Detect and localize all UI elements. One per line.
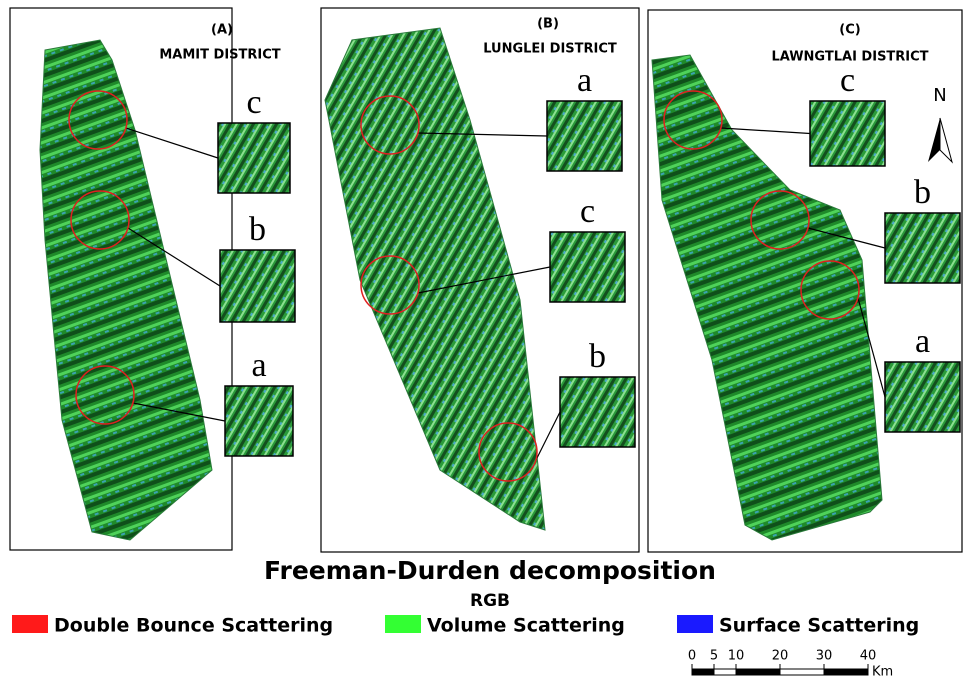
legend: Double Bounce Scattering Volume Scatterin… bbox=[12, 615, 919, 637]
scale-segment bbox=[736, 669, 780, 675]
legend-swatch bbox=[677, 615, 713, 633]
scale-segment bbox=[824, 669, 868, 675]
inset-label: b bbox=[589, 338, 606, 375]
inset-image bbox=[560, 377, 635, 447]
north-label: N bbox=[933, 85, 946, 106]
inset-image bbox=[220, 250, 295, 322]
legend-label: Volume Scattering bbox=[427, 615, 625, 637]
district-name: MAMIT DISTRICT bbox=[159, 48, 280, 63]
inset-image bbox=[810, 101, 885, 166]
panel-label: (B) bbox=[537, 17, 559, 32]
inset-image bbox=[885, 362, 960, 432]
scale-segment bbox=[780, 669, 824, 675]
subtitle: RGB bbox=[470, 591, 510, 611]
inset-label: a bbox=[251, 347, 266, 384]
leader-line bbox=[536, 412, 560, 460]
north-arrow: N bbox=[928, 85, 952, 162]
scale-segment bbox=[714, 669, 736, 675]
maps: (A) MAMIT DISTRICT c b a (B) LUNGLEI DISTRICT a… bbox=[10, 8, 962, 552]
figure: (A) MAMIT DISTRICT c b a (B) LUNGLEI DISTRICT a… bbox=[0, 0, 967, 682]
inset-label: c bbox=[246, 84, 261, 121]
scale-tick-label: 0 bbox=[688, 649, 696, 664]
district-image bbox=[325, 28, 545, 530]
scale-unit: Km bbox=[872, 665, 893, 680]
panel-label: (C) bbox=[839, 23, 860, 38]
scale-tick-label: 20 bbox=[772, 649, 789, 664]
inset-label: a bbox=[577, 62, 592, 99]
inset-image bbox=[547, 101, 622, 171]
inset-label: b bbox=[249, 211, 266, 248]
inset-image bbox=[550, 232, 625, 302]
legend-swatch bbox=[12, 615, 48, 633]
inset-image bbox=[885, 213, 960, 283]
scale-tick-label: 10 bbox=[728, 649, 745, 664]
district-name: LUNGLEI DISTRICT bbox=[483, 42, 617, 57]
panel-label: (A) bbox=[211, 23, 233, 38]
inset-label: b bbox=[914, 174, 931, 211]
inset-image bbox=[218, 123, 290, 193]
inset-image bbox=[225, 386, 293, 456]
scale-segment bbox=[692, 669, 714, 675]
title: Freeman-Durden decomposition bbox=[264, 556, 716, 585]
inset-label: c bbox=[580, 193, 595, 230]
scale-tick-label: 30 bbox=[816, 649, 833, 664]
scale-tick-label: 40 bbox=[860, 649, 877, 664]
legend-label: Surface Scattering bbox=[719, 615, 919, 637]
legend-label: Double Bounce Scattering bbox=[54, 615, 333, 637]
inset-label: c bbox=[840, 62, 855, 99]
inset-label: a bbox=[915, 323, 930, 360]
legend-swatch bbox=[385, 615, 421, 633]
scale-tick-label: 5 bbox=[710, 649, 718, 664]
